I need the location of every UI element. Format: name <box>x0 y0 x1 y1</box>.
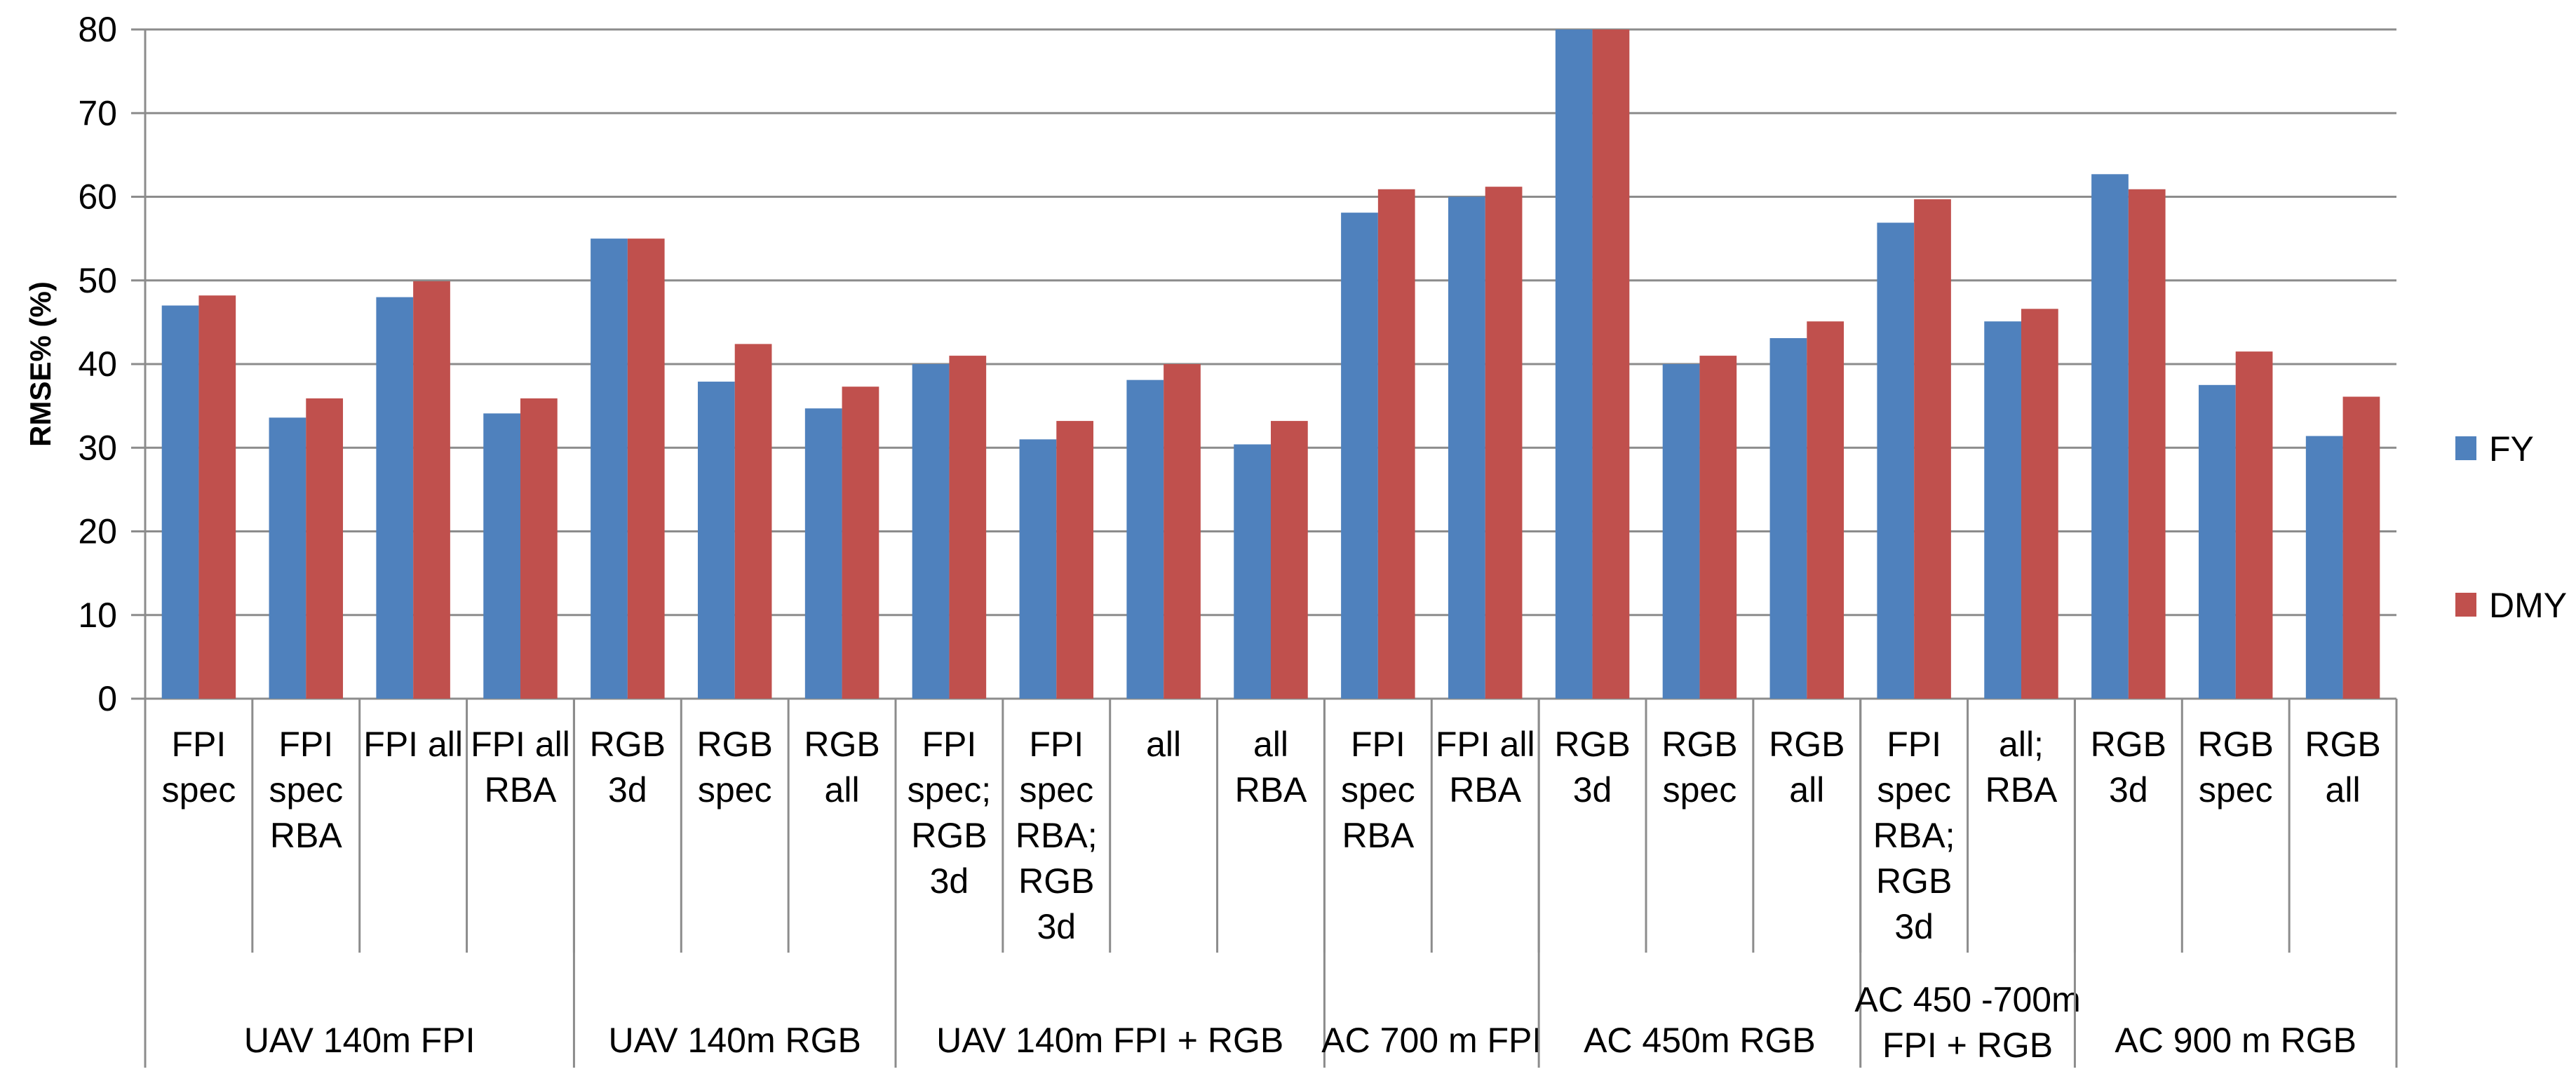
bar-dmy <box>627 239 665 699</box>
bar-fy <box>483 413 520 699</box>
bar-fy <box>912 364 950 699</box>
x-category-label: RGB 3d <box>1554 725 1630 810</box>
legend-swatch-dmy <box>2455 593 2476 617</box>
bar-dmy <box>2235 351 2273 699</box>
x-category-label: RGB all <box>1769 725 1845 810</box>
legend-swatch-fy <box>2455 436 2476 460</box>
bar-fy <box>1984 321 2021 699</box>
legend: FY DMY <box>2455 429 2567 625</box>
y-tick-label: 20 <box>78 512 117 551</box>
bar-fy <box>1341 213 1378 699</box>
y-tick-label: 40 <box>78 344 117 384</box>
bar-dmy <box>520 398 558 699</box>
bar-fy <box>804 408 842 699</box>
x-category-label: RGB spec <box>697 725 773 810</box>
bar-dmy <box>1807 321 1845 699</box>
x-group-label: UAV 140m FPI <box>244 1021 476 1060</box>
y-tick-label: 50 <box>78 261 117 300</box>
bar-fy <box>1126 380 1164 699</box>
x-group-label: AC 450m RGB <box>1584 1021 1816 1060</box>
x-category-label: FPI all RBA <box>471 725 570 810</box>
y-axis-title: RMSE% (%) <box>24 281 57 447</box>
bar-fy <box>161 305 199 699</box>
bar-dmy <box>1164 364 1201 699</box>
x-category-label: FPI spec <box>162 725 236 810</box>
bar-dmy <box>198 295 236 699</box>
axes: 0 10 20 30 40 50 60 70 80 FPI spec FPI spec RBA FPI al… <box>78 10 2398 1068</box>
bar-fy <box>1555 29 1593 699</box>
x-group-label: AC 900 m RGB <box>2115 1021 2356 1060</box>
x-category-label: RGB all <box>2305 725 2380 810</box>
x-category-label: all; RBA <box>1985 725 2058 810</box>
legend-label-dmy: DMY <box>2489 586 2567 625</box>
bar-fy <box>1769 338 1807 699</box>
bar-dmy <box>842 387 879 699</box>
bar-fy <box>2198 384 2236 699</box>
x-group-label: AC 450 -700m FPI + RGB <box>1854 980 2080 1065</box>
x-category-label: FPI spec RBA; RGB 3d <box>1016 725 1098 946</box>
bar-fy <box>269 417 306 699</box>
x-category-label: FPI spec RBA; RGB 3d <box>1873 725 1955 946</box>
x-category-label: RGB 3d <box>2091 725 2166 810</box>
bar-dmy <box>413 281 450 699</box>
bar-dmy <box>1914 199 1951 699</box>
bar-fy <box>2305 436 2343 699</box>
bar-dmy <box>2128 189 2166 699</box>
y-tick-label: 30 <box>78 428 117 467</box>
bar-fy <box>376 297 414 699</box>
bar-dmy <box>2342 396 2380 699</box>
bar-dmy <box>1377 189 1415 699</box>
bar-dmy <box>949 356 987 699</box>
x-group-label: UAV 140m RGB <box>609 1021 861 1060</box>
x-category-label: all RBA <box>1235 725 1307 810</box>
bar-fy <box>2091 174 2129 699</box>
x-category-label: FPI spec; RGB 3d <box>908 725 992 901</box>
y-tick-label: 70 <box>78 93 117 133</box>
bar-fy <box>1662 364 1700 699</box>
bars <box>161 29 2380 699</box>
bar-dmy <box>1056 421 1094 699</box>
bar-dmy <box>734 344 772 699</box>
y-tick-label: 60 <box>78 177 117 217</box>
y-tick-label: 80 <box>78 10 117 49</box>
bar-fy <box>1234 444 1271 699</box>
y-tick-label: 10 <box>78 596 117 635</box>
x-group-label: UAV 140m FPI + RGB <box>936 1021 1283 1060</box>
bar-fy <box>1019 439 1057 699</box>
x-category-label: RGB spec <box>1661 725 1737 810</box>
x-category-label: all <box>1146 725 1181 764</box>
bar-dmy <box>1271 421 1308 699</box>
x-category-label: FPI all RBA <box>1436 725 1535 810</box>
legend-label-fy: FY <box>2489 429 2534 469</box>
x-category-label: FPI all <box>363 725 463 764</box>
bar-fy <box>591 239 628 699</box>
bar-dmy <box>1699 356 1737 699</box>
bar-dmy <box>1592 29 1630 699</box>
bar-fy <box>1877 222 1915 699</box>
x-group-label: AC 700 m FPI <box>1321 1021 1542 1060</box>
bar-fy <box>1448 196 1485 699</box>
x-category-label: RGB 3d <box>590 725 666 810</box>
y-tick-label: 0 <box>97 679 117 718</box>
bar-dmy <box>2021 309 2058 699</box>
x-category-label: RGB spec <box>2198 725 2274 810</box>
x-category-label: FPI spec RBA <box>1341 725 1415 855</box>
bar-dmy <box>1485 187 1523 699</box>
x-category-label: RGB all <box>804 725 879 810</box>
bar-fy <box>697 382 735 699</box>
bar-dmy <box>306 398 344 699</box>
x-category-label: FPI spec RBA <box>269 725 343 855</box>
